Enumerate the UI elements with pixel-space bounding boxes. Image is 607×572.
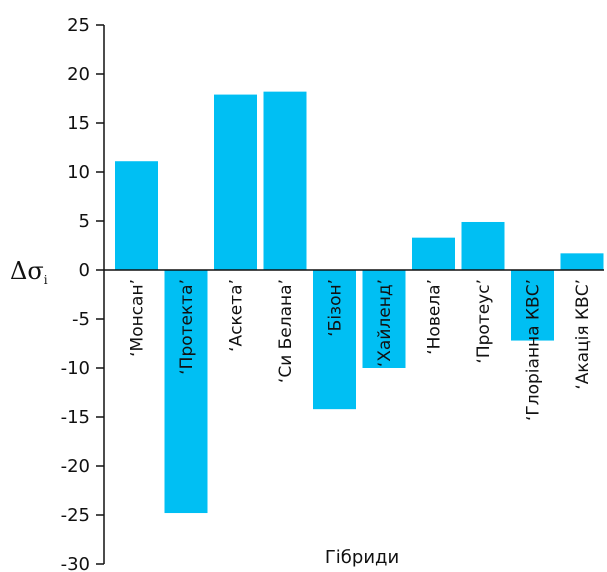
bar (412, 237, 455, 270)
axes (103, 25, 604, 564)
y-tick-label: 25 (67, 15, 90, 36)
bar (362, 270, 406, 368)
bar (313, 270, 356, 410)
y-tick-label: -10 (61, 358, 90, 379)
y-tick-label: -25 (61, 505, 90, 526)
y-tick-label: 20 (67, 64, 90, 85)
y-tick-label: -20 (61, 456, 90, 477)
y-axis-title: Δσi (10, 257, 48, 287)
y-tick-label: -5 (72, 309, 90, 330)
y-tick-label: -30 (61, 554, 90, 572)
category-label: ‘Протеус’ (474, 279, 494, 364)
y-axis-title-main: Δσ (10, 257, 44, 285)
bar (511, 270, 554, 341)
bar (560, 253, 604, 270)
y-tick-label: 5 (79, 211, 90, 232)
y-axis-title-subscript: i (44, 273, 48, 287)
y-tick-label: 0 (79, 260, 90, 281)
bars-layer (115, 91, 604, 514)
bar (263, 91, 307, 270)
category-label: ‘Бізон’ (326, 279, 346, 337)
category-label: ‘Си Белана’ (276, 279, 296, 383)
category-label: ‘Аскета’ (227, 279, 247, 352)
category-label: ‘Протекта’ (177, 279, 197, 375)
y-tick-label: -15 (61, 407, 90, 428)
y-tick-label: 10 (67, 162, 90, 183)
category-label: ‘Монсан’ (128, 279, 148, 357)
category-label: ‘Новела’ (425, 279, 445, 355)
category-label: ‘Хайленд’ (375, 279, 395, 367)
bar (115, 161, 158, 270)
bar (214, 94, 257, 270)
y-tick-label: 15 (67, 113, 90, 134)
x-axis-title: Гібриди (325, 547, 399, 568)
bar (164, 270, 208, 514)
y-axis-ticks: 25 20 15 10 5 0 -5 -10 -15 -20 -25 -30 (61, 15, 104, 572)
bar (461, 221, 505, 270)
category-label: ‘Глоріанна КВС’ (524, 279, 544, 421)
category-label: ‘Акація КВС’ (573, 279, 593, 390)
category-labels: ‘Монсан’ ‘Протекта’ ‘Аскета’ ‘Си Белана’ ‘Бі… (128, 279, 594, 421)
